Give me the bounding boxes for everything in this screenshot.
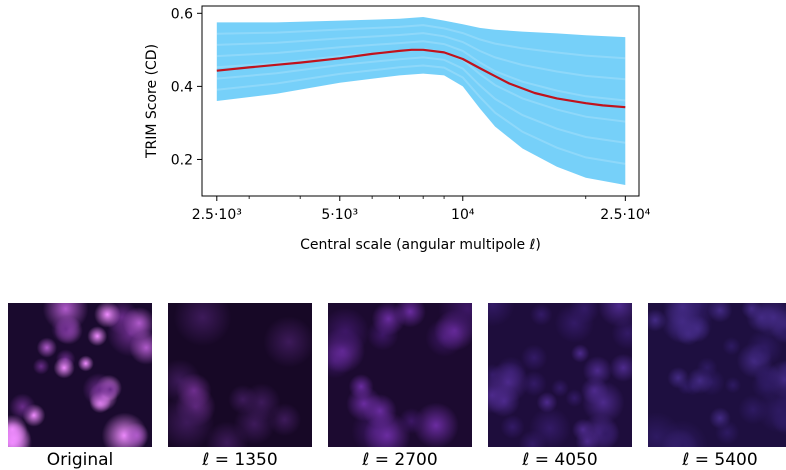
ell-symbol: ℓ xyxy=(682,450,690,470)
ell-symbol: ℓ xyxy=(522,450,530,470)
y-tick-label: 0.6 xyxy=(171,6,193,22)
y-axis-ticks: 0.2 0.4 0.6 xyxy=(171,6,202,168)
ell-symbol: ℓ xyxy=(202,450,210,470)
thumbnail-image xyxy=(168,303,312,447)
ell-symbol: ℓ xyxy=(362,450,370,470)
x-tick-label: 10⁴ xyxy=(451,207,475,223)
multipole-value: = 2700 xyxy=(369,450,438,470)
thumbnail-caption: ℓ = 2700 xyxy=(320,451,480,470)
thumbnail-image xyxy=(8,303,152,447)
x-tick-label: 5·10³ xyxy=(321,207,358,223)
sample-curve xyxy=(216,32,626,81)
thumbnail-caption: Original xyxy=(46,450,114,470)
thumbnail-caption: ℓ = 5400 xyxy=(640,451,786,470)
multipole-value: = 4050 xyxy=(529,450,598,470)
plot-frame xyxy=(201,5,640,197)
thumbnail-image xyxy=(488,303,632,447)
thumbnail-image xyxy=(328,303,472,447)
multipole-value: = 5400 xyxy=(689,450,758,470)
thumbnail-caption: ℓ = 4050 xyxy=(480,451,640,470)
sample-curves-band xyxy=(216,17,626,185)
sample-curve xyxy=(216,56,626,144)
sample-curve xyxy=(216,24,626,60)
multipole-value: = 1350 xyxy=(209,450,278,470)
thumbnail-image xyxy=(648,303,786,447)
x-tick-label: 2.5·10⁴ xyxy=(600,207,651,223)
x-axis-title: Central scale (angular multipole ℓ) xyxy=(300,237,541,253)
mean-curve xyxy=(216,48,626,109)
thumbnail-caption: ℓ = 1350 xyxy=(160,451,320,470)
x-axis-ticks: 2.5·10³ 5·10³ 10⁴ 2.5·10⁴ xyxy=(192,196,651,223)
sample-curve xyxy=(216,40,626,102)
sample-curve xyxy=(216,64,626,165)
y-axis-title: TRIM Score (CD) xyxy=(144,44,160,159)
y-tick-label: 0.4 xyxy=(171,79,193,95)
y-tick-label: 0.2 xyxy=(171,152,193,168)
mean-line xyxy=(216,48,626,109)
sample-band-area xyxy=(216,17,626,185)
x-tick-label: 2.5·10³ xyxy=(192,207,242,223)
trim-score-chart: 2.5·10³ 5·10³ 10⁴ 2.5·10⁴ 0.2 0.4 0.6 Central… xyxy=(144,5,651,253)
